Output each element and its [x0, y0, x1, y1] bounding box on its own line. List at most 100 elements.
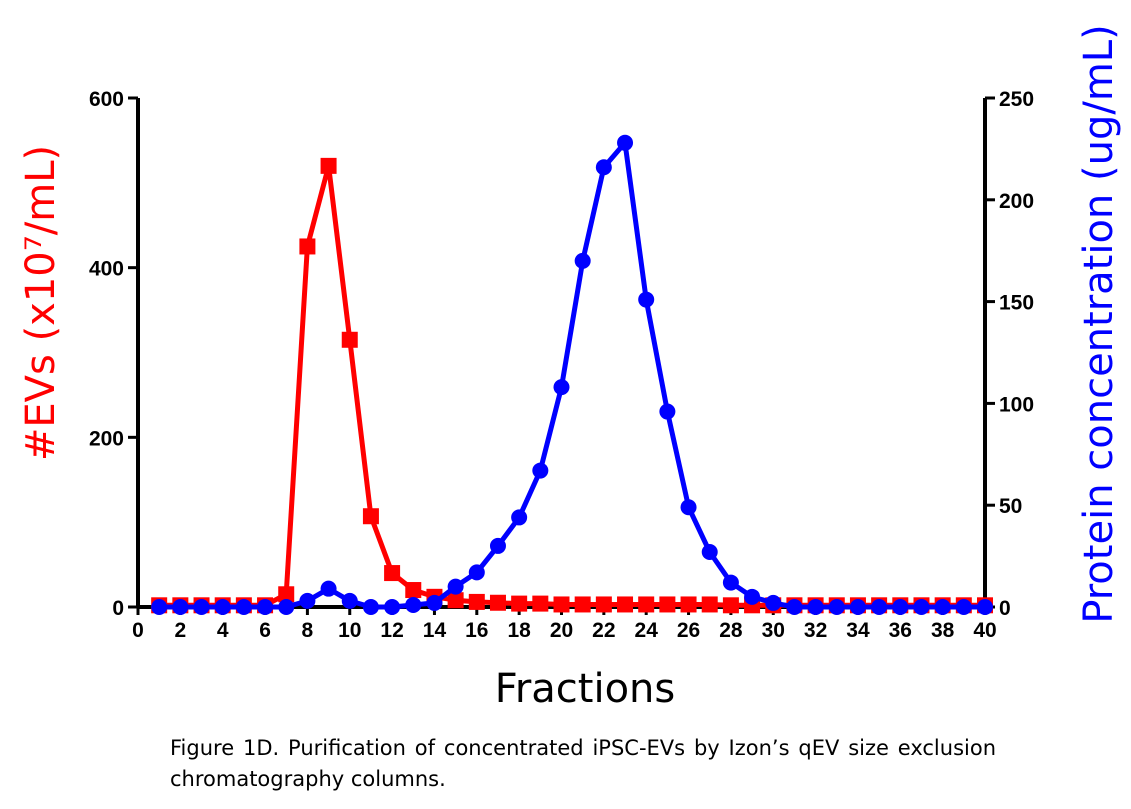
axes	[136, 98, 987, 609]
data-point-circle	[299, 592, 316, 609]
data-point-square	[595, 596, 612, 613]
data-point-square	[468, 593, 485, 610]
data-point-square	[532, 595, 549, 612]
x-tick-label: 0	[132, 619, 144, 642]
data-point-square	[320, 157, 337, 174]
x-tick-label: 24	[635, 619, 659, 642]
x-tick-label: 22	[592, 619, 615, 642]
data-point-square	[511, 595, 528, 612]
data-point-square	[405, 582, 422, 599]
x-tick-label: 26	[677, 619, 700, 642]
data-point-circle	[320, 580, 337, 597]
data-point-circle	[257, 599, 274, 615]
data-point-circle	[849, 599, 866, 615]
data-point-square	[299, 238, 316, 255]
data-point-circle	[680, 499, 697, 516]
series-2	[151, 134, 993, 615]
data-point-square	[701, 596, 718, 613]
data-point-circle	[977, 599, 993, 615]
series-layer	[151, 134, 993, 615]
series-line	[159, 163, 985, 608]
data-point-circle	[786, 599, 803, 615]
data-point-circle	[638, 291, 655, 308]
data-point-square	[617, 596, 634, 613]
data-point-square	[574, 596, 591, 613]
data-point-square	[680, 596, 697, 613]
data-point-circle	[955, 599, 972, 615]
x-tick-label: 4	[217, 619, 229, 642]
data-point-square	[384, 565, 401, 582]
y-left-tick-label: 200	[89, 427, 124, 450]
data-point-circle	[489, 537, 506, 554]
data-point-square	[722, 597, 739, 614]
data-point-circle	[553, 379, 570, 396]
data-point-square	[278, 586, 295, 603]
x-tick-label: 32	[804, 619, 827, 642]
y-right-tick-label: 200	[999, 190, 1034, 213]
data-point-circle	[595, 159, 612, 176]
data-point-circle	[278, 599, 295, 615]
data-point-circle	[235, 599, 252, 615]
y-axis-left-label: #EVs (x10⁷/mL)	[18, 145, 64, 461]
ticks: 0 2 4 6 8 10 12 14 16 18 20 22 24 26 28 30 32 34 36 38 40020…	[89, 88, 1034, 642]
data-point-circle	[807, 599, 824, 615]
series-line	[159, 140, 985, 610]
y-right-tick-label: 0	[999, 597, 1011, 620]
y-right-tick-label: 100	[999, 393, 1034, 416]
data-point-circle	[193, 599, 210, 615]
data-point-circle	[172, 599, 189, 615]
data-point-circle	[151, 599, 168, 615]
data-point-circle	[511, 509, 528, 526]
x-tick-label: 14	[423, 619, 447, 642]
data-point-square	[341, 331, 358, 348]
data-point-circle	[871, 599, 888, 615]
data-point-circle	[532, 462, 549, 479]
x-tick-label: 28	[719, 619, 743, 642]
data-point-circle	[341, 592, 358, 609]
data-point-circle	[468, 564, 485, 581]
data-point-square	[638, 596, 655, 613]
data-point-circle	[934, 599, 951, 615]
data-point-circle	[574, 252, 591, 269]
x-tick-label: 40	[973, 619, 996, 642]
x-tick-label: 30	[762, 619, 785, 642]
x-tick-label: 18	[507, 619, 531, 642]
data-point-circle	[701, 544, 718, 561]
chart: 0 2 4 6 8 10 12 14 16 18 20 22 24 26 28 30 32 34 36 38 40020…	[18, 24, 1122, 712]
y-left-tick-label: 0	[112, 597, 124, 620]
x-axis-label: Fractions	[495, 666, 676, 712]
series-1	[151, 157, 993, 614]
x-tick-label: 8	[302, 619, 314, 642]
y-right-tick-label: 150	[999, 292, 1034, 315]
y-right-tick-label: 250	[999, 88, 1034, 111]
y-axis-right-label: Protein concentration (ug/mL)	[1076, 24, 1122, 623]
x-tick-label: 36	[889, 619, 912, 642]
data-point-circle	[828, 599, 845, 615]
data-point-circle	[765, 594, 782, 611]
data-point-square	[489, 594, 506, 611]
data-point-circle	[659, 403, 676, 420]
data-point-circle	[362, 599, 379, 615]
x-tick-label: 10	[338, 619, 361, 642]
x-tick-label: 20	[550, 619, 573, 642]
data-point-circle	[447, 578, 464, 595]
figure-caption: Figure 1D. Purification of concentrated …	[170, 736, 996, 791]
x-tick-label: 38	[931, 619, 955, 642]
data-point-circle	[384, 599, 401, 615]
x-tick-label: 12	[380, 619, 403, 642]
data-point-circle	[913, 599, 930, 615]
y-right-tick-label: 50	[999, 495, 1022, 518]
data-point-circle	[214, 599, 231, 615]
data-point-circle	[426, 594, 443, 611]
data-point-square	[553, 596, 570, 613]
data-point-circle	[892, 599, 909, 615]
x-tick-label: 34	[846, 619, 870, 642]
data-point-square	[659, 596, 676, 613]
y-left-tick-label: 400	[89, 258, 124, 281]
data-point-circle	[722, 574, 739, 591]
data-point-square	[447, 592, 464, 609]
data-point-circle	[617, 134, 634, 151]
x-tick-label: 2	[175, 619, 187, 642]
data-point-circle	[744, 588, 761, 605]
x-tick-label: 16	[465, 619, 488, 642]
